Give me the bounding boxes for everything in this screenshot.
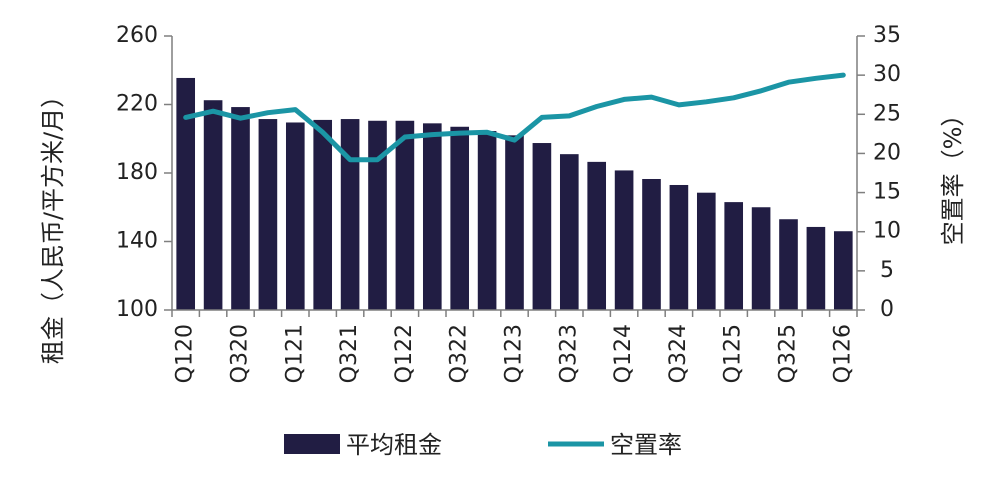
left-axis-title: 租金（人民币/平方米/月） <box>39 84 67 364</box>
left-tick-label: 100 <box>116 297 158 322</box>
rent-bar <box>203 100 223 310</box>
rent-bar <box>505 135 524 310</box>
rent-bar <box>368 120 387 310</box>
left-tick-label: 220 <box>116 92 158 117</box>
x-tick-label: Q125 <box>721 324 746 383</box>
rent-bar <box>340 119 360 311</box>
left-tick-label: 140 <box>116 229 158 254</box>
x-tick-label: Q121 <box>282 324 307 383</box>
rent-bar <box>696 192 716 310</box>
x-tick-label: Q123 <box>502 324 527 383</box>
left-tick-label: 260 <box>116 23 158 48</box>
rent-bar <box>450 126 470 310</box>
x-tick-label: Q124 <box>611 324 636 383</box>
rent-bar <box>532 143 552 310</box>
rent-bar <box>313 119 333 310</box>
rent-bar <box>614 170 634 310</box>
rent-bars <box>176 77 853 311</box>
rent-bar <box>751 207 771 310</box>
legend-label-rent: 平均租金 <box>346 431 442 459</box>
x-tick-label: Q122 <box>392 324 417 383</box>
rent-bar <box>642 178 661 310</box>
rent-bar <box>422 123 442 311</box>
rent-bar <box>724 202 744 310</box>
legend-swatch-rent <box>284 434 340 454</box>
x-tick-label: Q323 <box>556 324 581 383</box>
right-tick-label: 20 <box>873 140 901 165</box>
rent-bar <box>669 184 689 310</box>
right-tick-label: 30 <box>873 62 901 87</box>
right-tick-label: 25 <box>873 101 901 126</box>
rent-bar <box>395 120 415 310</box>
left-axis-ticks: 100 140 180 220 260 <box>116 23 172 322</box>
x-tick-label: Q321 <box>337 324 362 383</box>
right-tick-label: 10 <box>873 219 901 244</box>
right-tick-label: 0 <box>880 297 894 322</box>
left-tick-label: 180 <box>116 160 158 185</box>
rent-bar <box>477 131 497 310</box>
rent-bar <box>176 77 196 310</box>
x-tick-label: Q320 <box>228 324 253 383</box>
x-axis-ticks: Q120 Q320 Q121 Q321 Q122 Q322 Q123 Q323 Q124 Q324… <box>171 310 858 383</box>
x-tick-label: Q120 <box>173 324 198 383</box>
rent-bar <box>806 226 826 310</box>
rent-bar <box>285 122 305 310</box>
x-tick-label: Q322 <box>447 324 472 383</box>
right-axis-title: 空置率（%） <box>939 103 967 246</box>
x-tick-label: Q324 <box>666 324 691 383</box>
right-axis-ticks: 0 5 10 15 20 25 30 35 <box>857 23 901 322</box>
right-tick-label: 15 <box>873 180 901 205</box>
rent-bar <box>559 154 579 310</box>
vacancy-line-group <box>183 72 846 163</box>
x-tick-label: Q325 <box>776 324 801 383</box>
x-tick-label: Q126 <box>830 324 855 383</box>
legend: 平均租金 空置率 <box>284 431 682 459</box>
vacancy-line <box>183 72 846 163</box>
rent-bar <box>587 161 607 310</box>
right-tick-label: 5 <box>880 258 894 283</box>
legend-label-vacancy: 空置率 <box>610 431 682 459</box>
rent-bar <box>779 219 798 310</box>
rent-bar <box>833 231 853 310</box>
rent-bar <box>258 119 278 311</box>
right-tick-label: 35 <box>873 23 901 48</box>
rent-bar <box>231 107 250 310</box>
